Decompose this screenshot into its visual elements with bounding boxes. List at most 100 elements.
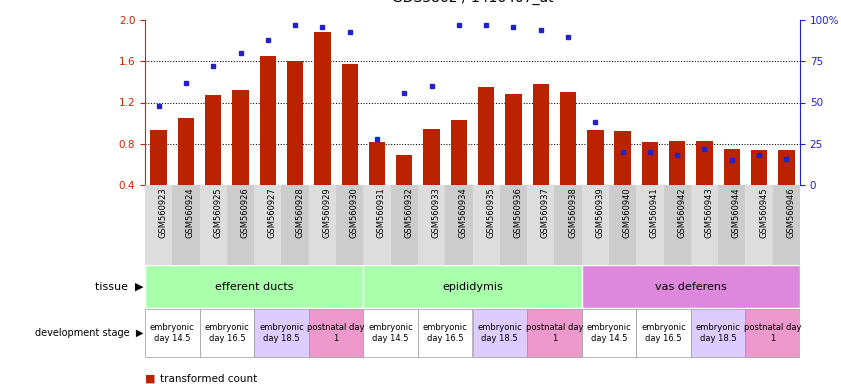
Text: transformed count: transformed count — [160, 374, 257, 384]
Text: embryonic
day 16.5: embryonic day 16.5 — [204, 323, 249, 343]
Text: GSM560935: GSM560935 — [486, 187, 495, 238]
Bar — [445, 185, 473, 265]
Text: embryonic
day 14.5: embryonic day 14.5 — [368, 323, 413, 343]
Bar — [260, 56, 276, 185]
Bar — [315, 32, 331, 185]
Text: GSM560943: GSM560943 — [705, 187, 713, 238]
Bar — [254, 309, 309, 357]
Bar — [773, 185, 800, 265]
Text: GSM560945: GSM560945 — [759, 187, 768, 238]
Bar — [396, 155, 412, 185]
Bar — [751, 150, 767, 185]
Text: GSM560923: GSM560923 — [159, 187, 167, 238]
Bar — [199, 185, 227, 265]
Bar — [418, 309, 473, 357]
Bar — [473, 185, 500, 265]
Bar — [723, 149, 740, 185]
Text: embryonic
day 18.5: embryonic day 18.5 — [478, 323, 522, 343]
Bar — [145, 185, 172, 265]
Bar — [500, 185, 527, 265]
Text: GSM560930: GSM560930 — [350, 187, 359, 238]
Bar — [287, 61, 304, 185]
Bar — [582, 309, 637, 357]
Bar — [745, 185, 773, 265]
Text: embryonic
day 14.5: embryonic day 14.5 — [586, 323, 632, 343]
Text: GSM560942: GSM560942 — [677, 187, 686, 238]
Text: embryonic
day 18.5: embryonic day 18.5 — [259, 323, 304, 343]
Bar — [505, 94, 521, 185]
Text: GSM560939: GSM560939 — [595, 187, 605, 238]
Bar — [532, 84, 549, 185]
Bar — [718, 185, 745, 265]
Text: GSM560931: GSM560931 — [377, 187, 386, 238]
Bar — [177, 118, 194, 185]
Text: postnatal day
1: postnatal day 1 — [307, 323, 365, 343]
Bar — [363, 265, 582, 308]
Text: GSM560946: GSM560946 — [786, 187, 796, 238]
Text: GSM560944: GSM560944 — [732, 187, 741, 238]
Bar — [205, 95, 221, 185]
Bar — [478, 87, 495, 185]
Text: GSM560941: GSM560941 — [650, 187, 659, 238]
Text: GDS3862 / 1416407_at: GDS3862 / 1416407_at — [392, 0, 553, 5]
Bar — [642, 142, 659, 185]
Bar — [778, 150, 795, 185]
Bar — [232, 90, 249, 185]
Text: GSM560938: GSM560938 — [568, 187, 577, 238]
Text: GSM560934: GSM560934 — [459, 187, 468, 238]
Bar — [637, 309, 690, 357]
Text: postnatal day
1: postnatal day 1 — [744, 323, 801, 343]
Text: embryonic
day 16.5: embryonic day 16.5 — [641, 323, 686, 343]
Bar — [145, 265, 363, 308]
Text: GSM560926: GSM560926 — [241, 187, 250, 238]
Bar — [199, 309, 254, 357]
Bar — [451, 120, 467, 185]
Text: GSM560932: GSM560932 — [405, 187, 413, 238]
Bar — [418, 185, 445, 265]
Text: vas deferens: vas deferens — [655, 281, 727, 291]
Text: embryonic
day 14.5: embryonic day 14.5 — [150, 323, 194, 343]
Bar — [527, 185, 554, 265]
Bar — [227, 185, 254, 265]
Bar — [582, 265, 800, 308]
Bar — [609, 185, 637, 265]
Text: GSM560927: GSM560927 — [267, 187, 277, 238]
Text: embryonic
day 18.5: embryonic day 18.5 — [696, 323, 740, 343]
Text: GSM560936: GSM560936 — [514, 187, 522, 238]
Text: postnatal day
1: postnatal day 1 — [526, 323, 583, 343]
Text: GSM560933: GSM560933 — [431, 187, 441, 238]
Bar — [282, 185, 309, 265]
Bar — [696, 141, 712, 185]
Text: GSM560924: GSM560924 — [186, 187, 195, 238]
Bar — [363, 309, 418, 357]
Bar — [554, 185, 582, 265]
Bar — [582, 185, 609, 265]
Bar — [637, 185, 664, 265]
Bar — [669, 141, 685, 185]
Bar — [390, 185, 418, 265]
Bar — [690, 309, 745, 357]
Text: GSM560929: GSM560929 — [322, 187, 331, 238]
Bar — [690, 185, 718, 265]
Text: ■: ■ — [145, 374, 156, 384]
Bar — [341, 65, 358, 185]
Bar — [473, 309, 527, 357]
Text: epididymis: epididymis — [442, 281, 503, 291]
Bar — [151, 130, 167, 185]
Text: efferent ducts: efferent ducts — [215, 281, 294, 291]
Bar — [745, 309, 800, 357]
Text: embryonic
day 16.5: embryonic day 16.5 — [423, 323, 468, 343]
Bar — [363, 185, 390, 265]
Text: GSM560925: GSM560925 — [214, 187, 222, 238]
Bar — [172, 185, 199, 265]
Bar — [309, 185, 336, 265]
Text: tissue  ▶: tissue ▶ — [95, 281, 143, 291]
Bar — [615, 131, 631, 185]
Text: GSM560928: GSM560928 — [295, 187, 304, 238]
Text: GSM560937: GSM560937 — [541, 187, 550, 238]
Bar — [145, 309, 199, 357]
Bar — [369, 142, 385, 185]
Text: GSM560940: GSM560940 — [622, 187, 632, 238]
Bar — [587, 130, 604, 185]
Text: development stage  ▶: development stage ▶ — [35, 328, 143, 338]
